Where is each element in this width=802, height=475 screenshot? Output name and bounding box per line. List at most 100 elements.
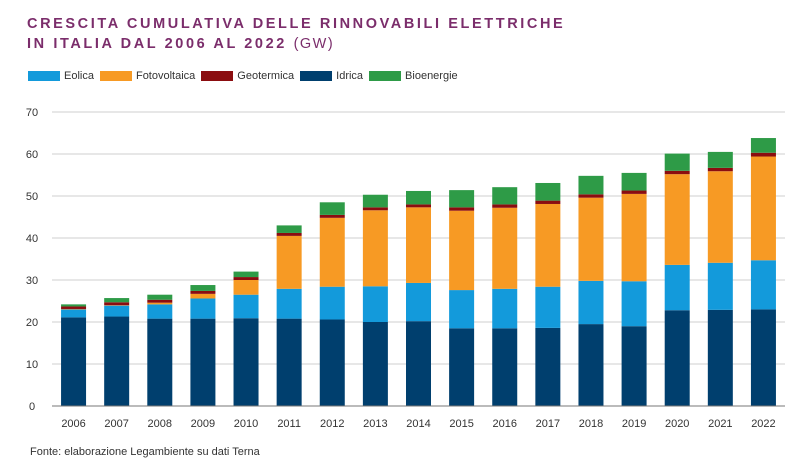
bar-idrica-2017 bbox=[535, 327, 561, 406]
bar-geotermica-2020 bbox=[664, 170, 690, 175]
bar-geotermica-2019 bbox=[621, 190, 647, 194]
bar-eolica-2007 bbox=[104, 305, 130, 317]
x-tick-label-2015: 2015 bbox=[449, 418, 473, 430]
bar-bioenergie-2015 bbox=[449, 190, 475, 208]
bar-geotermica-2009 bbox=[190, 290, 216, 294]
bar-bioenergie-2014 bbox=[406, 190, 431, 205]
chart-title-unit: (GW) bbox=[293, 36, 335, 52]
bar-bioenergie-2017 bbox=[535, 182, 561, 201]
bar-geotermica-2006 bbox=[61, 306, 87, 309]
bar-eolica-2015 bbox=[449, 290, 475, 329]
bar-fotovoltaica-2012 bbox=[319, 217, 345, 287]
x-tick-label-2020: 2020 bbox=[665, 418, 689, 430]
legend-swatch-geotermica bbox=[201, 71, 234, 81]
bar-fotovoltaica-2014 bbox=[406, 207, 431, 283]
bar-idrica-2022 bbox=[750, 309, 776, 406]
bar-bioenergie-2020 bbox=[664, 153, 690, 171]
bar-idrica-2014 bbox=[406, 321, 431, 406]
bar-bioenergie-2011 bbox=[276, 225, 302, 233]
bar-eolica-2011 bbox=[276, 288, 302, 319]
bar-idrica-2015 bbox=[449, 328, 475, 406]
bar-geotermica-2017 bbox=[535, 200, 561, 204]
x-tick-label-2009: 2009 bbox=[191, 418, 215, 430]
bar-idrica-2011 bbox=[276, 318, 302, 406]
bar-fotovoltaica-2019 bbox=[621, 193, 647, 282]
x-tick-label-2022: 2022 bbox=[751, 418, 775, 430]
x-tick-label-2016: 2016 bbox=[492, 418, 516, 430]
legend-item-idrica: Idrica bbox=[300, 70, 363, 82]
bar-bioenergie-2018 bbox=[578, 175, 604, 195]
bar-fotovoltaica-2009 bbox=[190, 293, 216, 299]
chart-title-line1: CRESCITA CUMULATIVA DELLE RINNOVABILI EL… bbox=[27, 16, 566, 32]
bar-idrica-2006 bbox=[61, 317, 87, 406]
bar-bioenergie-2022 bbox=[750, 138, 776, 153]
bar-idrica-2020 bbox=[664, 310, 690, 406]
x-tick-label-2014: 2014 bbox=[406, 418, 430, 430]
y-tick-label-0: 0 bbox=[29, 401, 35, 413]
y-tick-label-10: 10 bbox=[26, 359, 38, 371]
x-tick-label-2021: 2021 bbox=[708, 418, 732, 430]
bar-bioenergie-2021 bbox=[707, 151, 733, 168]
legend-item-geotermica: Geotermica bbox=[201, 70, 294, 82]
bar-idrica-2008 bbox=[147, 318, 173, 406]
bar-geotermica-2018 bbox=[578, 194, 604, 198]
bar-geotermica-2022 bbox=[750, 152, 776, 157]
bar-geotermica-2007 bbox=[104, 302, 130, 306]
source-note: Fonte: elaborazione Legambiente su dati … bbox=[30, 446, 260, 458]
bar-eolica-2020 bbox=[664, 264, 690, 311]
chart-title-line2: IN ITALIA DAL 2006 AL 2022 (GW) bbox=[27, 34, 565, 54]
bar-bioenergie-2016 bbox=[492, 187, 518, 205]
bar-fotovoltaica-2013 bbox=[362, 210, 388, 287]
x-tick-label-2008: 2008 bbox=[148, 418, 172, 430]
bar-eolica-2017 bbox=[535, 286, 561, 328]
bar-idrica-2012 bbox=[319, 319, 345, 406]
legend-item-eolica: Eolica bbox=[28, 70, 94, 82]
bar-geotermica-2021 bbox=[707, 167, 733, 172]
bar-fotovoltaica-2016 bbox=[492, 207, 518, 289]
bar-geotermica-2010 bbox=[233, 277, 259, 280]
legend-swatch-eolica bbox=[28, 71, 60, 81]
bar-bioenergie-2019 bbox=[621, 172, 647, 191]
chart-title: CRESCITA CUMULATIVA DELLE RINNOVABILI EL… bbox=[27, 14, 565, 54]
bar-idrica-2010 bbox=[233, 318, 259, 406]
bar-idrica-2021 bbox=[707, 309, 733, 406]
bar-eolica-2012 bbox=[319, 286, 345, 320]
bar-geotermica-2016 bbox=[492, 204, 518, 208]
bar-fotovoltaica-2022 bbox=[750, 156, 776, 261]
x-tick-label-2017: 2017 bbox=[536, 418, 560, 430]
x-tick-label-2012: 2012 bbox=[320, 418, 344, 430]
bar-idrica-2007 bbox=[104, 316, 130, 406]
bar-fotovoltaica-2018 bbox=[578, 197, 604, 281]
bar-bioenergie-2009 bbox=[190, 285, 216, 291]
y-tick-label-30: 30 bbox=[26, 275, 38, 287]
chart-title-line2-text: IN ITALIA DAL 2006 AL 2022 bbox=[27, 36, 287, 52]
bar-idrica-2016 bbox=[492, 328, 518, 406]
stacked-bar-chart: 0 10 20 30 40 50 60 70 2006 2007 2008 2009 2010 2011 2… bbox=[26, 107, 785, 430]
bar-eolica-2010 bbox=[233, 294, 259, 319]
bar-idrica-2019 bbox=[621, 326, 647, 406]
bar-eolica-2022 bbox=[750, 260, 776, 310]
legend-label-bioenergie: Bioenergie bbox=[405, 70, 458, 82]
bar-eolica-2018 bbox=[578, 280, 604, 325]
bar-fotovoltaica-2008 bbox=[147, 302, 173, 305]
bar-eolica-2014 bbox=[406, 282, 431, 322]
bar-geotermica-2015 bbox=[449, 207, 475, 211]
bar-eolica-2006 bbox=[61, 309, 87, 318]
bar-bioenergie-2008 bbox=[147, 294, 173, 300]
bar-bioenergie-2012 bbox=[319, 202, 345, 215]
y-tick-label-20: 20 bbox=[26, 317, 38, 329]
bar-bioenergie-2013 bbox=[362, 194, 388, 208]
bar-fotovoltaica-2010 bbox=[233, 280, 259, 295]
bar-bioenergie-2007 bbox=[104, 298, 130, 303]
bar-eolica-2016 bbox=[492, 288, 518, 329]
legend-label-eolica: Eolica bbox=[64, 70, 94, 82]
x-tick-label-2006: 2006 bbox=[61, 418, 85, 430]
bar-eolica-2008 bbox=[147, 304, 173, 319]
legend-item-fotovoltaica: Fotovoltaica bbox=[99, 70, 195, 82]
legend-swatch-fotovoltaica bbox=[99, 71, 132, 81]
chart-legend: Eolica Fotovoltaica Geotermica Idrica Bioene… bbox=[28, 69, 464, 83]
legend-label-idrica: Idrica bbox=[336, 70, 364, 82]
bar-geotermica-2014 bbox=[406, 204, 431, 208]
legend-swatch-idrica bbox=[300, 71, 333, 81]
bar-idrica-2009 bbox=[190, 318, 216, 406]
